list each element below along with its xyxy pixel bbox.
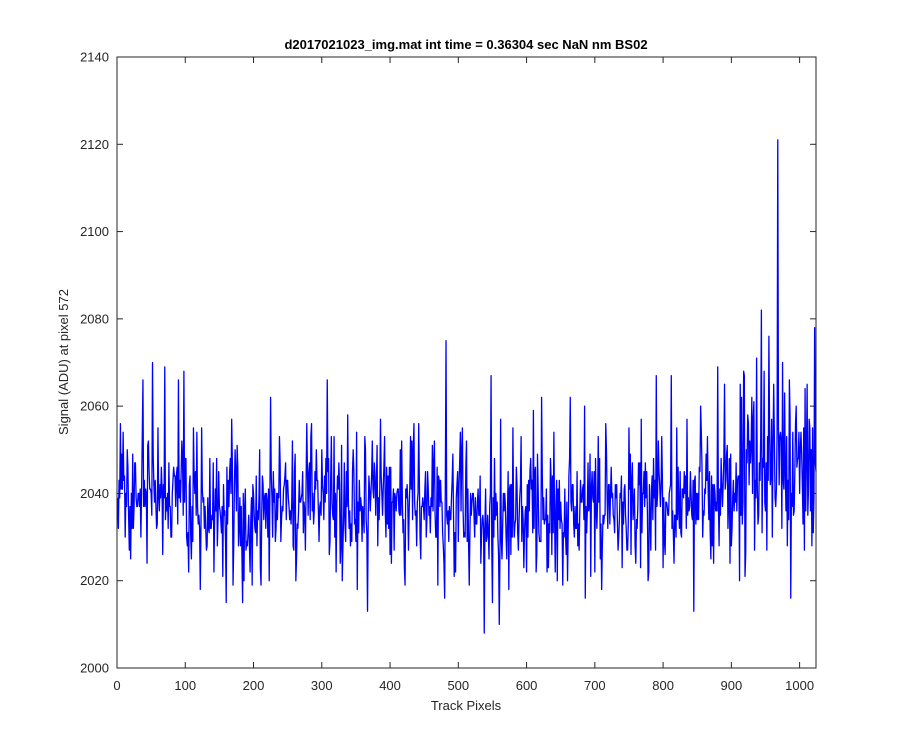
y-tick-label: 2140 (80, 50, 109, 65)
x-tick-label: 1000 (785, 678, 814, 693)
y-tick-label: 2040 (80, 486, 109, 501)
ticks: 0 100 200 300 400 500 600 700 800 900 1000 2000 2020… (80, 50, 816, 693)
x-tick-label: 900 (721, 678, 743, 693)
x-axis-label: Track Pixels (431, 698, 502, 713)
y-tick-label: 2060 (80, 399, 109, 414)
x-tick-label: 200 (243, 678, 265, 693)
chart-title: d2017021023_img.mat int time = 0.36304 s… (284, 37, 647, 52)
y-tick-label: 2100 (80, 224, 109, 239)
series-layer (117, 139, 817, 634)
plot-area (117, 57, 816, 668)
axes-box (116, 56, 817, 669)
x-tick-label: 100 (174, 678, 196, 693)
x-tick-label: 700 (584, 678, 606, 693)
x-tick-label: 500 (447, 678, 469, 693)
y-tick-label: 2080 (80, 311, 109, 326)
x-tick-label: 0 (113, 678, 120, 693)
x-tick-label: 400 (379, 678, 401, 693)
x-tick-label: 800 (652, 678, 674, 693)
series-line (117, 139, 817, 634)
x-tick-label: 300 (311, 678, 333, 693)
y-tick-label: 2020 (80, 573, 109, 588)
y-axis-label: Signal (ADU) at pixel 572 (56, 289, 71, 435)
y-tick-label: 2120 (80, 137, 109, 152)
x-tick-label: 600 (516, 678, 538, 693)
y-tick-label: 2000 (80, 661, 109, 676)
